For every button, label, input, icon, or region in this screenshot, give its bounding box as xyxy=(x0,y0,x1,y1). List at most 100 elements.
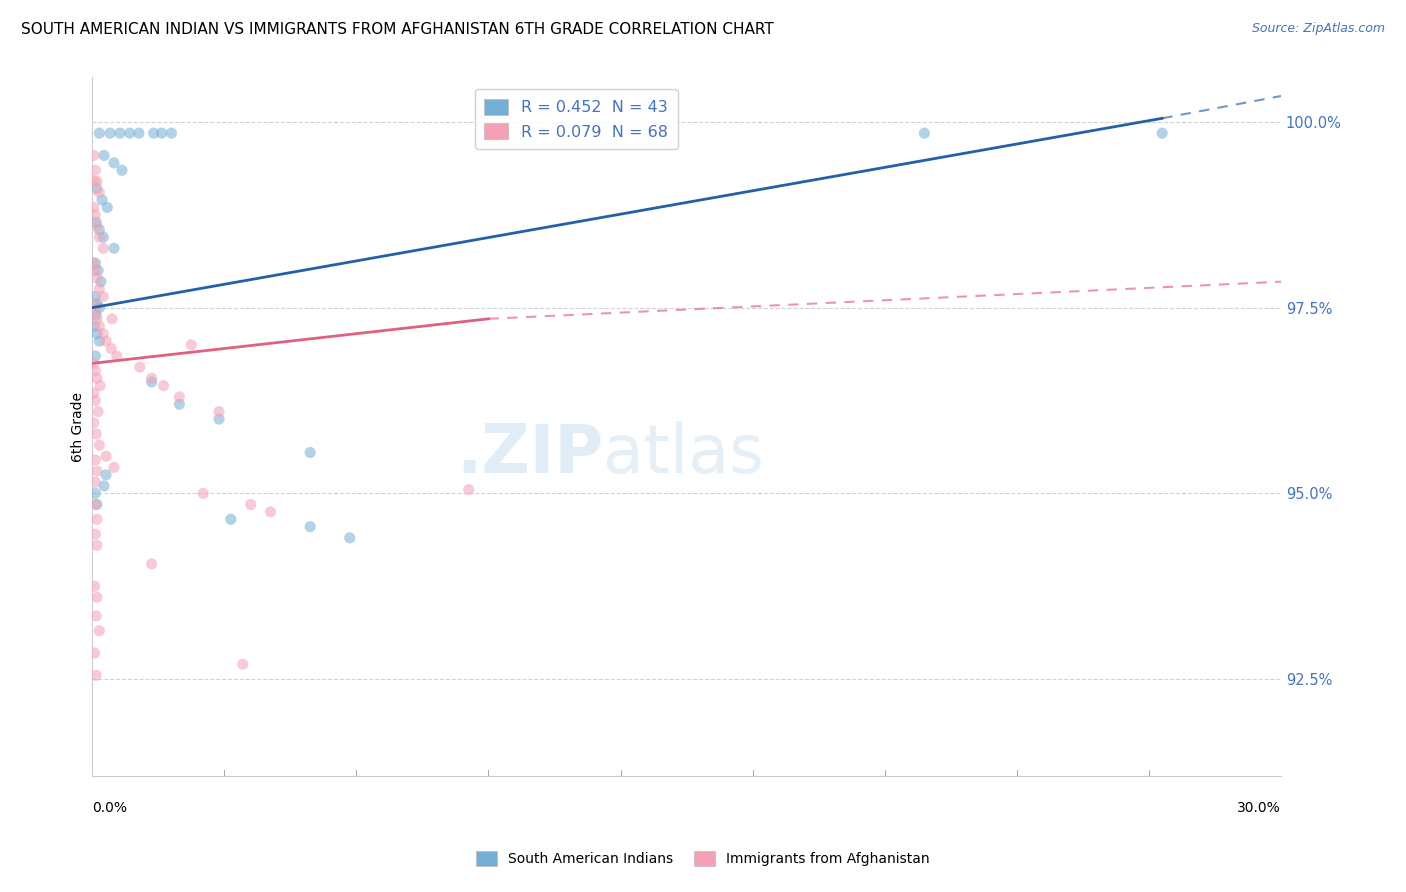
Point xyxy=(128,360,150,375)
Point xyxy=(94,449,117,463)
Point xyxy=(83,579,105,593)
Point xyxy=(86,512,108,526)
Point xyxy=(89,319,111,334)
Point xyxy=(83,319,105,334)
Point xyxy=(87,263,110,277)
Point xyxy=(111,163,134,178)
Point xyxy=(89,438,111,452)
Text: .ZIP: .ZIP xyxy=(456,421,603,487)
Point xyxy=(83,416,105,430)
Point xyxy=(105,349,128,363)
Point xyxy=(259,505,281,519)
Text: 0.0%: 0.0% xyxy=(93,800,127,814)
Y-axis label: 6th Grade: 6th Grade xyxy=(72,392,86,461)
Point xyxy=(86,311,108,326)
Point xyxy=(86,591,108,605)
Point xyxy=(89,301,111,315)
Point xyxy=(83,201,105,215)
Point xyxy=(232,657,254,672)
Point xyxy=(86,498,108,512)
Point xyxy=(83,386,105,401)
Point xyxy=(84,263,107,277)
Point xyxy=(191,486,214,500)
Point xyxy=(83,297,105,311)
Text: Source: ZipAtlas.com: Source: ZipAtlas.com xyxy=(1251,22,1385,36)
Point xyxy=(84,527,107,541)
Point xyxy=(150,126,173,140)
Point xyxy=(141,375,163,389)
Point xyxy=(84,453,107,467)
Point xyxy=(93,148,115,162)
Point xyxy=(141,371,163,385)
Point xyxy=(91,326,114,341)
Point xyxy=(84,486,107,500)
Point xyxy=(89,334,111,348)
Point xyxy=(160,126,183,140)
Point xyxy=(84,308,107,322)
Point xyxy=(84,608,107,623)
Point xyxy=(299,445,322,459)
Point xyxy=(89,222,111,236)
Point xyxy=(84,208,107,222)
Point xyxy=(86,538,108,552)
Point xyxy=(89,230,111,244)
Point xyxy=(96,201,118,215)
Text: SOUTH AMERICAN INDIAN VS IMMIGRANTS FROM AFGHANISTAN 6TH GRADE CORRELATION CHART: SOUTH AMERICAN INDIAN VS IMMIGRANTS FROM… xyxy=(21,22,773,37)
Point xyxy=(141,557,163,571)
Point xyxy=(94,334,117,348)
Point xyxy=(84,304,107,318)
Point xyxy=(84,426,107,441)
Point xyxy=(91,241,114,255)
Point xyxy=(84,289,107,303)
Point xyxy=(90,275,112,289)
Point xyxy=(83,356,105,370)
Point xyxy=(108,126,131,140)
Point xyxy=(84,393,107,408)
Point xyxy=(339,531,361,545)
Point xyxy=(208,412,231,426)
Text: 30.0%: 30.0% xyxy=(1237,800,1281,814)
Point xyxy=(152,378,174,392)
Legend: R = 0.452  N = 43, R = 0.079  N = 68: R = 0.452 N = 43, R = 0.079 N = 68 xyxy=(475,89,678,149)
Point xyxy=(86,174,108,188)
Point xyxy=(84,163,107,178)
Text: atlas: atlas xyxy=(603,421,765,487)
Point xyxy=(84,668,107,682)
Point xyxy=(239,498,262,512)
Point xyxy=(1152,126,1174,140)
Point xyxy=(91,193,114,207)
Point xyxy=(457,483,479,497)
Point xyxy=(83,646,105,660)
Point xyxy=(89,624,111,638)
Point xyxy=(84,215,107,229)
Point xyxy=(86,464,108,478)
Point xyxy=(101,311,124,326)
Point xyxy=(118,126,141,140)
Point xyxy=(83,174,105,188)
Point xyxy=(91,289,114,303)
Point xyxy=(89,186,111,200)
Point xyxy=(103,156,125,170)
Point xyxy=(87,404,110,418)
Point xyxy=(89,378,111,392)
Point xyxy=(98,126,121,140)
Point xyxy=(299,520,322,534)
Point xyxy=(91,230,114,244)
Point xyxy=(912,126,935,140)
Point xyxy=(84,498,107,512)
Point xyxy=(86,271,108,285)
Point xyxy=(93,479,115,493)
Point xyxy=(103,241,125,255)
Point xyxy=(180,338,202,352)
Point xyxy=(89,126,111,140)
Point xyxy=(89,282,111,296)
Point xyxy=(86,219,108,233)
Point xyxy=(169,390,191,404)
Point xyxy=(208,404,231,418)
Point xyxy=(100,342,122,356)
Point xyxy=(83,256,105,270)
Point xyxy=(86,371,108,385)
Point xyxy=(83,148,105,162)
Point xyxy=(84,256,107,270)
Point xyxy=(219,512,242,526)
